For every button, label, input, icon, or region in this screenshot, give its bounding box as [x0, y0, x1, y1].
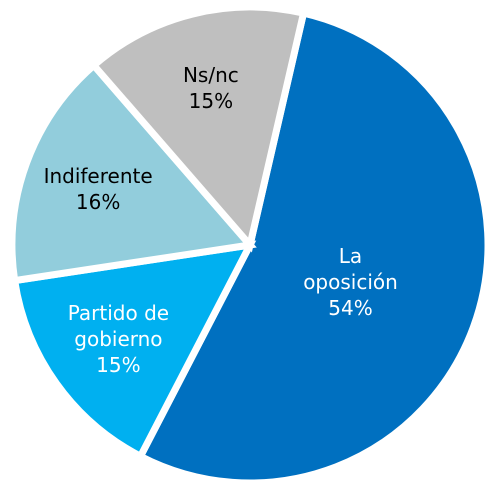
pie-slice [10, 240, 257, 462]
pie-slice [8, 60, 257, 285]
value-label: 15% [96, 353, 141, 378]
slice-label: Partido de gobierno [67, 301, 170, 352]
value-label: 16% [75, 190, 121, 215]
value-label: 15% [188, 88, 234, 113]
slice-label: La oposición [303, 243, 398, 294]
value-label: 54% [328, 295, 373, 320]
slice-label: Indiferente [43, 164, 153, 189]
slice-label: Ns/nc [182, 62, 239, 87]
pie-slice [135, 8, 487, 484]
pie-slice [88, 3, 308, 253]
